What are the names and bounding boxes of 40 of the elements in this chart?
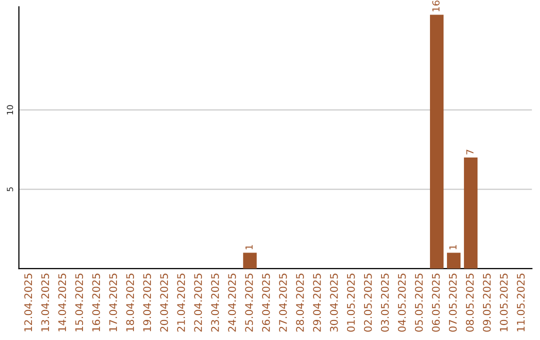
data-label: 1 — [449, 245, 456, 250]
x-tick-label: 08.05.2025 — [466, 274, 474, 332]
x-tick-label: 03.05.2025 — [380, 274, 389, 332]
x-tick-label: 30.04.2025 — [330, 274, 338, 332]
x-tick-label: 12.04.2025 — [24, 274, 32, 332]
x-tick-label: 23.04.2025 — [211, 274, 219, 332]
x-tick-label: 21.04.2025 — [177, 274, 185, 332]
x-tick-label: 17.04.2025 — [109, 274, 118, 332]
x-tick-label: 07.05.2025 — [448, 274, 457, 332]
x-tick-label: 04.05.2025 — [398, 274, 406, 332]
x-tick-label: 09.05.2025 — [482, 274, 491, 332]
x-tick-label: 01.05.2025 — [346, 274, 355, 332]
x-tick-label: 29.04.2025 — [313, 274, 321, 332]
x-tick-label: 26.04.2025 — [262, 274, 270, 332]
data-label: 16 — [432, 0, 440, 12]
x-tick-label: 24.04.2025 — [228, 274, 236, 332]
x-tick-label: 02.05.2025 — [364, 274, 372, 332]
x-tick-label: 20.04.2025 — [160, 274, 168, 332]
x-tick-label: 10.05.2025 — [500, 274, 508, 332]
x-tick-label: 18.04.2025 — [126, 274, 134, 332]
x-tick-label: 05.05.2025 — [414, 274, 423, 332]
x-tick-label: 14.04.2025 — [58, 274, 66, 332]
bar — [243, 252, 257, 269]
bar — [446, 252, 461, 269]
x-tick-label: 25.04.2025 — [245, 274, 253, 332]
y-tick-label: 10 — [6, 105, 14, 114]
bar — [464, 158, 478, 269]
x-tick-label: 16.04.2025 — [92, 274, 100, 332]
data-label: 1 — [246, 245, 253, 250]
x-tick-label: 19.04.2025 — [143, 274, 152, 332]
x-tick-label: 28.04.2025 — [296, 274, 304, 332]
data-label: 7 — [466, 150, 474, 154]
bar — [430, 14, 444, 269]
x-tick-label: 06.05.2025 — [432, 274, 440, 332]
x-tick-label: 22.04.2025 — [194, 274, 202, 332]
x-tick-label: 27.04.2025 — [279, 274, 287, 332]
x-tick-label: 11.05.2025 — [516, 274, 525, 332]
y-tick-label: 5 — [6, 187, 14, 192]
x-tick-label: 13.04.2025 — [41, 274, 50, 332]
x-tick-label: 15.04.2025 — [75, 274, 84, 332]
